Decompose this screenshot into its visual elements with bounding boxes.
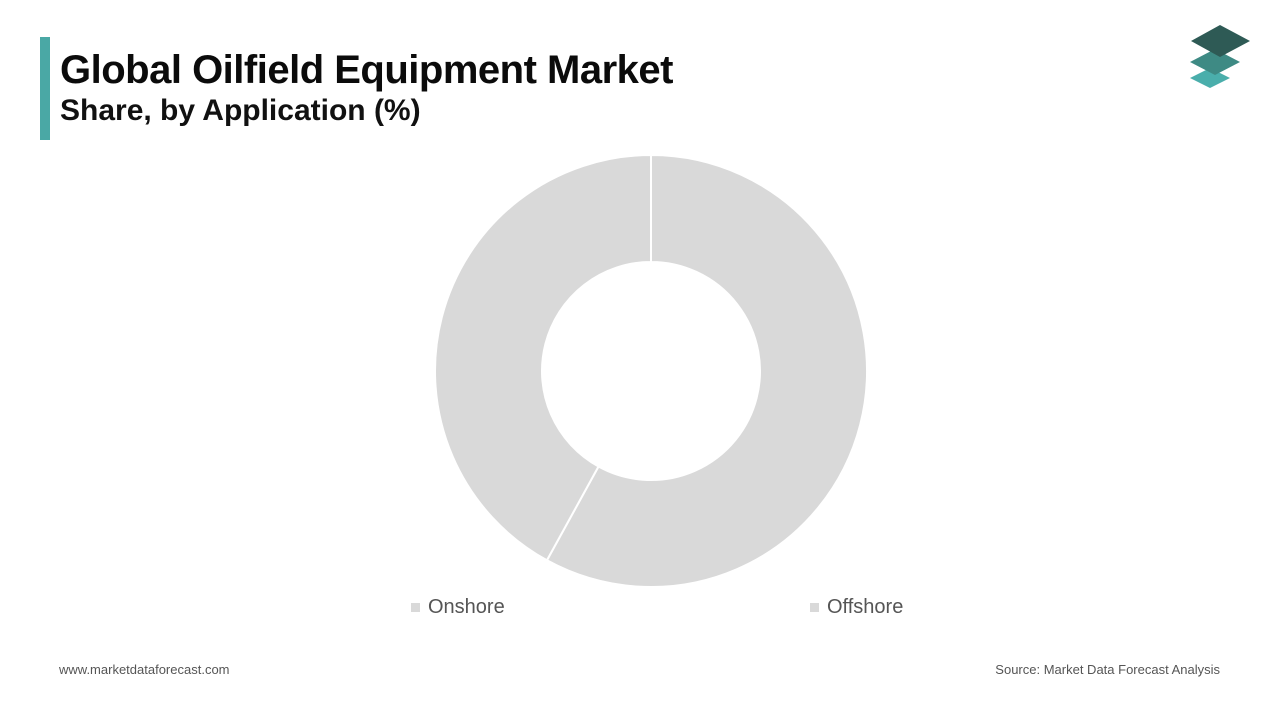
page-subtitle: Share, by Application (%) [60, 94, 421, 127]
page-title: Global Oilfield Equipment Market [60, 48, 673, 92]
stacked-layers-icon [1190, 25, 1250, 88]
legend-swatch-offshore [810, 602, 819, 612]
legend-item-onshore: Onshore [411, 595, 505, 619]
footer-website: www.marketdataforecast.com [59, 662, 230, 677]
logo-layer-top [1191, 25, 1250, 57]
logo-layer-bottom [1190, 68, 1230, 88]
legend-label-onshore: Onshore [428, 595, 505, 618]
donut-slices [434, 153, 868, 588]
logo-layer-middle [1190, 49, 1240, 75]
title-accent-bar [40, 37, 50, 140]
legend-label-offshore: Offshore [827, 595, 904, 618]
footer-source: Source: Market Data Forecast Analysis [995, 662, 1220, 677]
donut-slice-offshore [545, 153, 868, 588]
legend-swatch-onshore [411, 602, 420, 612]
legend-item-offshore: Offshore [810, 595, 903, 619]
donut-slice-onshore [434, 153, 652, 562]
